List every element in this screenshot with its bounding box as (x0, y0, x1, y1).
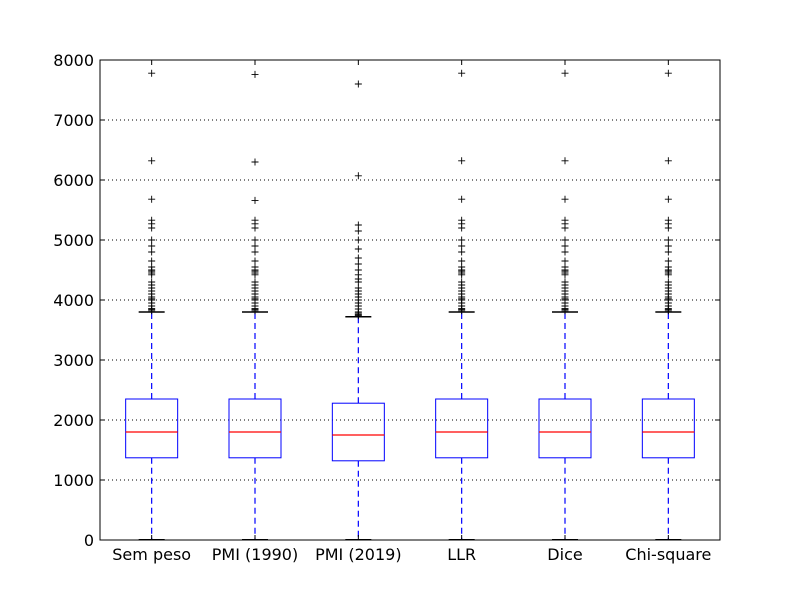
flier-point (561, 278, 569, 286)
flier-point (251, 278, 259, 286)
flier-point (354, 284, 362, 292)
flier-point (664, 236, 672, 244)
flier-point (664, 248, 672, 256)
flier-point (664, 278, 672, 286)
flier-point (251, 263, 259, 271)
flier-point (148, 236, 156, 244)
y-tick-label: 0 (84, 531, 94, 550)
flier-point (458, 242, 466, 250)
box-iqr (331, 402, 385, 462)
flier-point (148, 216, 156, 224)
box-group (538, 69, 592, 541)
x-tick-label: PMI (2019) (315, 545, 401, 564)
flier-point (561, 248, 569, 256)
flier-point (458, 257, 466, 265)
flier-point (148, 157, 156, 165)
flier-point (664, 69, 672, 77)
x-tick-label: LLR (447, 545, 476, 564)
axis-ticks: 0 1000 2000 3000 4000 5000 6000 7000 8000 Sem pes… (53, 51, 720, 564)
flier-point (561, 257, 569, 265)
flier-point (664, 263, 672, 271)
x-tick-label: PMI (1990) (212, 545, 298, 564)
flier-point (251, 216, 259, 224)
flier-point (458, 278, 466, 286)
flier-point (251, 236, 259, 244)
flier-point (664, 242, 672, 250)
y-tick-label: 2000 (53, 411, 94, 430)
flier-point (561, 263, 569, 271)
gridlines (100, 119, 720, 481)
flier-point (251, 257, 259, 265)
y-tick-label: 3000 (53, 351, 94, 370)
flier-point (354, 221, 362, 229)
box-group (435, 69, 489, 541)
flier-point (664, 257, 672, 265)
box-group (228, 70, 282, 541)
flier-point (354, 172, 362, 180)
x-tick-label: Dice (547, 545, 582, 564)
box-plot-series (125, 69, 695, 541)
box-group (125, 69, 179, 541)
flier-point (251, 248, 259, 256)
y-tick-label: 5000 (53, 231, 94, 250)
flier-point (148, 69, 156, 77)
flier-point (354, 236, 362, 244)
flier-point (458, 69, 466, 77)
flier-point (664, 216, 672, 224)
flier-point (251, 242, 259, 250)
flier-point (251, 70, 259, 78)
flier-point (561, 242, 569, 250)
flier-point (148, 195, 156, 203)
flier-point (664, 157, 672, 165)
x-tick-label: Sem peso (112, 545, 191, 564)
y-tick-label: 7000 (53, 111, 94, 130)
flier-point (354, 260, 362, 268)
flier-point (354, 266, 362, 274)
flier-point (561, 69, 569, 77)
flier-point (148, 278, 156, 286)
flier-point (148, 242, 156, 250)
box-group (331, 80, 385, 541)
flier-point (561, 216, 569, 224)
flier-point (251, 158, 259, 166)
flier-point (354, 245, 362, 253)
flier-point (148, 257, 156, 265)
flier-point (354, 80, 362, 88)
flier-point (354, 254, 362, 262)
box-iqr (538, 398, 592, 459)
flier-point (458, 248, 466, 256)
flier-point (458, 216, 466, 224)
flier-point (458, 236, 466, 244)
box-group (641, 69, 695, 541)
flier-point (664, 195, 672, 203)
y-tick-label: 6000 (53, 171, 94, 190)
flier-point (251, 196, 259, 204)
box-iqr (228, 398, 282, 459)
flier-point (148, 248, 156, 256)
flier-point (561, 236, 569, 244)
flier-point (148, 263, 156, 271)
x-tick-label: Chi-square (625, 545, 711, 564)
box-iqr (435, 398, 489, 459)
y-tick-label: 1000 (53, 471, 94, 490)
flier-point (354, 227, 362, 235)
flier-point (458, 263, 466, 271)
box-iqr (125, 398, 179, 459)
flier-point (458, 195, 466, 203)
box-iqr (641, 398, 695, 459)
flier-point (561, 157, 569, 165)
y-tick-label: 8000 (53, 51, 94, 70)
y-tick-label: 4000 (53, 291, 94, 310)
flier-point (458, 157, 466, 165)
flier-point (561, 195, 569, 203)
